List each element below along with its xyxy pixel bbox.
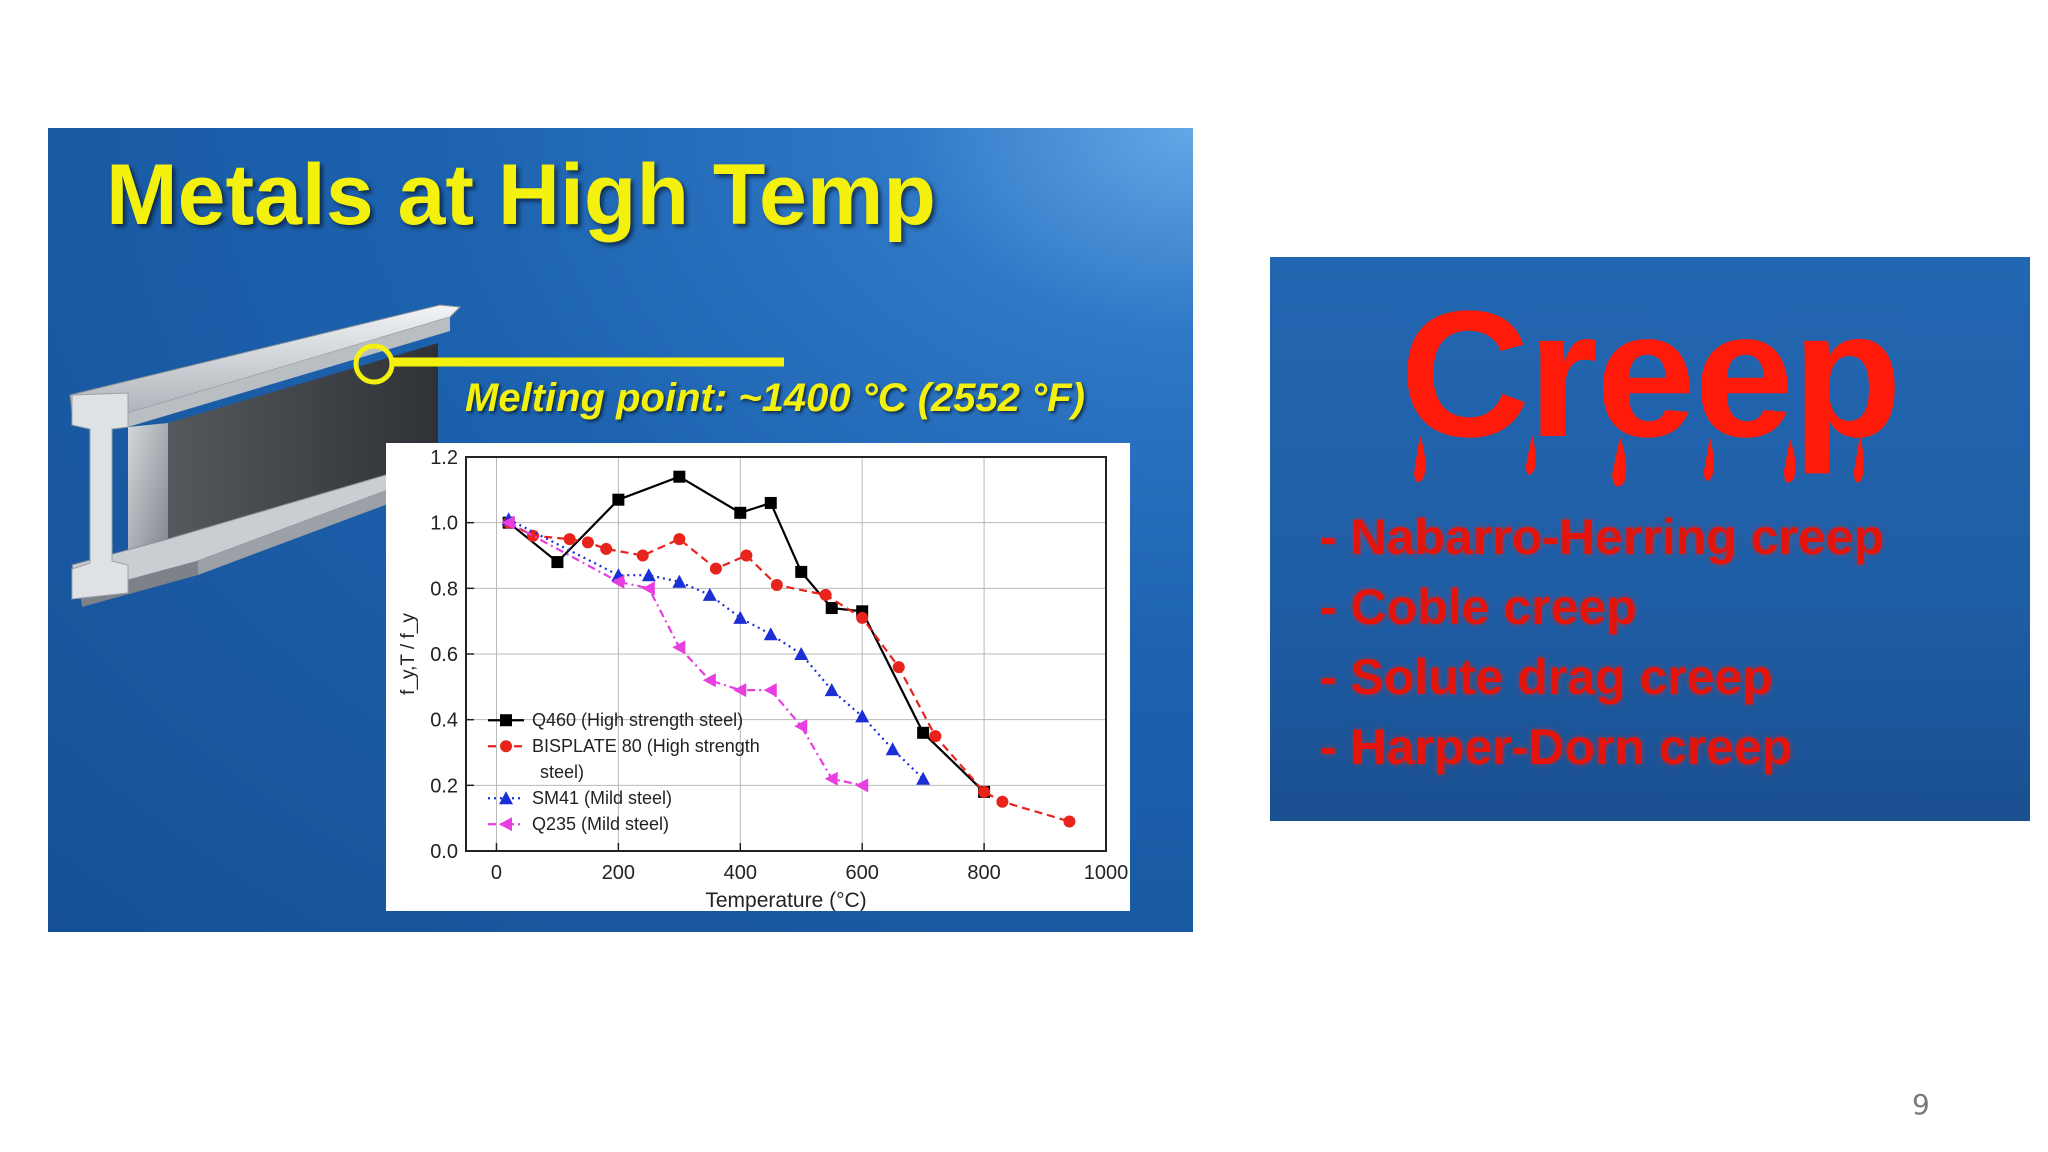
y-tick-label: 0.2 <box>430 775 458 797</box>
slide-title-creep: Creep <box>1399 274 1902 475</box>
data-point <box>1063 815 1076 828</box>
data-point <box>709 562 722 575</box>
data-point <box>917 726 930 739</box>
data-point <box>581 536 594 549</box>
data-point <box>795 565 808 578</box>
data-point <box>527 529 540 542</box>
data-point <box>819 588 832 601</box>
data-point <box>892 661 905 674</box>
data-point <box>916 771 931 785</box>
data-point <box>733 610 748 624</box>
data-point <box>734 506 747 519</box>
dripping-letters-decoration <box>1414 435 1864 487</box>
data-point <box>794 719 808 734</box>
x-tick-label: 400 <box>724 862 757 884</box>
series-line-3 <box>508 521 863 787</box>
series-line-1 <box>508 521 1070 823</box>
data-point <box>641 581 655 596</box>
data-point <box>672 640 686 655</box>
data-point <box>641 568 656 582</box>
data-point <box>733 683 747 698</box>
data-point <box>740 549 753 562</box>
list-item: - Coble creep <box>1320 579 1637 635</box>
legend-entry: steel) <box>540 762 584 782</box>
creep-types-list: - Nabarro-Herring creep - Coble creep - … <box>1320 502 1884 782</box>
data-point <box>885 742 900 756</box>
legend-entry: Q235 (Mild steel) <box>532 814 669 834</box>
x-tick-label: 800 <box>967 862 1000 884</box>
x-tick-label: 1000 <box>1084 862 1129 884</box>
list-item: - Harper-Dorn creep <box>1320 719 1793 775</box>
data-point <box>600 542 613 555</box>
list-item: - Nabarro-Herring creep <box>1320 509 1885 565</box>
legend-marker <box>500 740 512 753</box>
legend-entry: Q460 (High strength steel) <box>532 710 743 730</box>
melting-point-callout-line <box>353 343 784 385</box>
data-point <box>978 785 991 798</box>
y-tick-label: 0.8 <box>430 578 458 600</box>
y-tick-label: 1.0 <box>430 513 458 535</box>
yield-strength-chart: 0 200 400 600 800 1000 0.0 0.2 0.4 0.6 0.8 1.0 1.2 Te… <box>386 443 1130 911</box>
y-tick-label: 0.6 <box>430 644 458 666</box>
data-point <box>996 795 1009 808</box>
data-point <box>770 579 783 592</box>
list-item: - Solute drag creep <box>1320 649 1773 705</box>
data-point <box>764 496 777 509</box>
data-point <box>856 611 869 624</box>
y-tick-label: 1.2 <box>430 447 458 469</box>
y-tick-label: 0.0 <box>430 841 458 863</box>
data-point <box>612 493 625 506</box>
data-point <box>611 574 625 589</box>
data-point <box>763 683 777 698</box>
data-point <box>929 730 942 743</box>
data-point <box>824 771 838 786</box>
left-slide-image: Metals at High Temp <box>48 128 1193 932</box>
legend-marker <box>499 791 513 805</box>
data-point <box>636 549 649 562</box>
data-point <box>855 709 870 723</box>
data-point <box>702 673 716 688</box>
data-point <box>501 515 515 530</box>
x-tick-label: 200 <box>602 862 635 884</box>
chart-svg: 0 200 400 600 800 1000 0.0 0.2 0.4 0.6 0.8 1.0 1.2 Te… <box>398 447 1129 911</box>
x-tick-label: 600 <box>846 862 879 884</box>
data-point <box>672 574 687 588</box>
data-point <box>673 470 686 483</box>
data-point <box>794 647 809 660</box>
melting-point-note: Melting point: ~1400 °C (2552 °F) <box>465 376 1085 420</box>
data-point <box>551 556 564 569</box>
data-point <box>855 778 869 793</box>
x-tick-label: 0 <box>491 862 502 884</box>
page-number: 9 <box>1912 1088 1930 1121</box>
legend-entry: SM41 (Mild steel) <box>532 788 672 808</box>
x-axis-label: Temperature (°C) <box>705 889 866 911</box>
y-axis-label: f_y,T / f_y <box>398 613 419 695</box>
y-tick-label: 0.4 <box>430 710 458 732</box>
data-point <box>824 683 839 697</box>
legend-marker <box>500 714 512 727</box>
data-point <box>763 627 778 641</box>
legend-entry: BISPLATE 80 (High strength <box>532 736 760 756</box>
legend-marker <box>499 817 512 832</box>
data-point <box>702 587 717 601</box>
right-slide-image: Creep - Nabarro-Herring creep - Coble cr… <box>1270 257 2030 821</box>
data-point <box>563 533 576 546</box>
data-point <box>673 533 686 546</box>
slide-title-metals: Metals at High Temp <box>106 147 936 243</box>
data-point <box>825 602 838 615</box>
